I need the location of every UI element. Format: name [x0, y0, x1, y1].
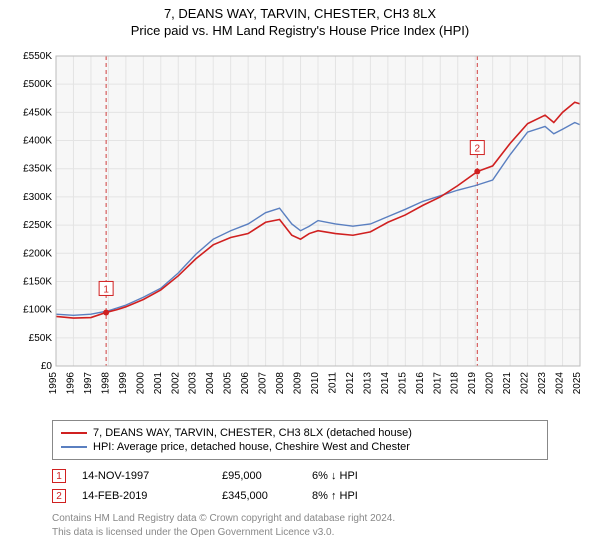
- svg-text:2006: 2006: [240, 372, 251, 395]
- svg-text:2001: 2001: [153, 372, 164, 395]
- legend-label: 7, DEANS WAY, TARVIN, CHESTER, CH3 8LX (…: [93, 427, 412, 439]
- svg-text:2009: 2009: [293, 372, 304, 395]
- svg-text:2012: 2012: [345, 372, 356, 395]
- svg-text:1: 1: [103, 284, 109, 295]
- svg-text:£250K: £250K: [23, 220, 52, 231]
- legend: 7, DEANS WAY, TARVIN, CHESTER, CH3 8LX (…: [52, 420, 548, 460]
- svg-text:£200K: £200K: [23, 248, 52, 259]
- sales-table: 1 14-NOV-1997 £95,000 6% ↓ HPI 2 14-FEB-…: [52, 466, 548, 506]
- sale-delta: 6% ↓ HPI: [312, 470, 412, 482]
- svg-text:2002: 2002: [170, 372, 181, 395]
- svg-text:2007: 2007: [258, 372, 269, 395]
- svg-text:2018: 2018: [450, 372, 461, 395]
- svg-text:2020: 2020: [485, 372, 496, 395]
- svg-text:1999: 1999: [118, 372, 129, 395]
- svg-text:£350K: £350K: [23, 164, 52, 175]
- legend-swatch: [61, 446, 87, 448]
- page-title-line2: Price paid vs. HM Land Registry's House …: [0, 23, 600, 38]
- svg-text:£400K: £400K: [23, 136, 52, 147]
- chart-container: £0 £50K £100K £150K £200K £250K £300K £350K £400…: [12, 48, 588, 408]
- svg-text:2008: 2008: [275, 372, 286, 395]
- price-chart: £0 £50K £100K £150K £200K £250K £300K £350K £400…: [12, 48, 588, 408]
- sale-date: 14-NOV-1997: [82, 470, 222, 482]
- svg-text:2021: 2021: [502, 372, 513, 395]
- sale-delta: 8% ↑ HPI: [312, 490, 412, 502]
- sale-date: 14-FEB-2019: [82, 490, 222, 502]
- svg-text:1998: 1998: [100, 372, 111, 395]
- legend-entry-hpi: HPI: Average price, detached house, Ches…: [61, 441, 539, 453]
- sale-row: 2 14-FEB-2019 £345,000 8% ↑ HPI: [52, 486, 548, 506]
- svg-text:2022: 2022: [520, 372, 531, 395]
- svg-text:1996: 1996: [65, 372, 76, 395]
- svg-text:2017: 2017: [432, 372, 443, 395]
- svg-text:2000: 2000: [135, 372, 146, 395]
- svg-text:2014: 2014: [380, 372, 391, 395]
- legend-entry-price-paid: 7, DEANS WAY, TARVIN, CHESTER, CH3 8LX (…: [61, 427, 539, 439]
- footer-line2: This data is licensed under the Open Gov…: [52, 526, 395, 540]
- sale-row: 1 14-NOV-1997 £95,000 6% ↓ HPI: [52, 466, 548, 486]
- svg-text:1995: 1995: [48, 372, 59, 395]
- legend-label: HPI: Average price, detached house, Ches…: [93, 441, 410, 453]
- svg-text:2023: 2023: [537, 372, 548, 395]
- svg-text:£0: £0: [41, 361, 53, 372]
- svg-text:1997: 1997: [83, 372, 94, 395]
- svg-text:2011: 2011: [327, 372, 338, 394]
- footer: Contains HM Land Registry data © Crown c…: [52, 512, 395, 539]
- svg-text:2005: 2005: [223, 372, 234, 395]
- svg-text:£100K: £100K: [23, 305, 52, 316]
- svg-text:£450K: £450K: [23, 107, 52, 118]
- svg-text:2004: 2004: [205, 372, 216, 395]
- svg-text:2025: 2025: [572, 372, 583, 395]
- svg-text:2015: 2015: [397, 372, 408, 395]
- sale-marker-badge: 1: [52, 469, 66, 483]
- svg-text:£500K: £500K: [23, 79, 52, 90]
- svg-text:2: 2: [475, 144, 481, 155]
- svg-text:2010: 2010: [310, 372, 321, 395]
- svg-text:£550K: £550K: [23, 51, 52, 62]
- svg-text:£300K: £300K: [23, 192, 52, 203]
- sale-price: £95,000: [222, 470, 312, 482]
- sale-marker-badge: 2: [52, 489, 66, 503]
- sale-price: £345,000: [222, 490, 312, 502]
- footer-line1: Contains HM Land Registry data © Crown c…: [52, 512, 395, 526]
- svg-text:2024: 2024: [555, 372, 566, 395]
- svg-text:£150K: £150K: [23, 276, 52, 287]
- svg-text:2003: 2003: [188, 372, 199, 395]
- svg-text:2013: 2013: [362, 372, 373, 395]
- svg-text:£50K: £50K: [29, 333, 53, 344]
- legend-swatch: [61, 432, 87, 434]
- svg-text:2019: 2019: [467, 372, 478, 395]
- svg-text:2016: 2016: [415, 372, 426, 395]
- page-title-line1: 7, DEANS WAY, TARVIN, CHESTER, CH3 8LX: [0, 6, 600, 21]
